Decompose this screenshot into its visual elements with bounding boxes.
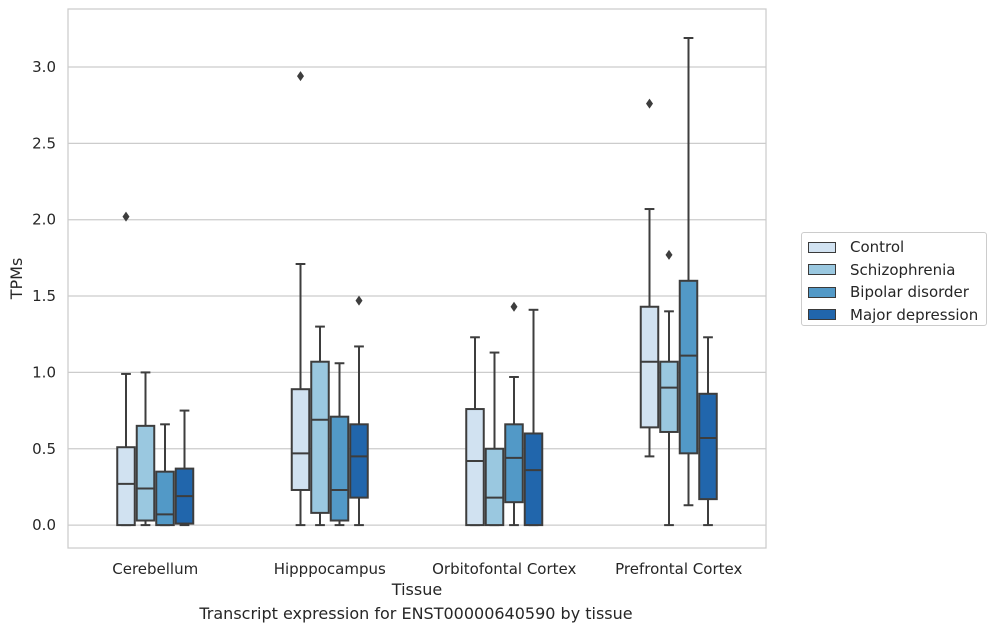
y-tick-label: 3.0 [32, 58, 56, 76]
x-tick-label: Cerebellum [112, 560, 198, 578]
box-control [465, 336, 485, 527]
box-bipolar-disorder [155, 423, 175, 527]
box-control [116, 211, 136, 527]
box-major-depression [349, 295, 369, 527]
box-bipolar-disorder [504, 301, 524, 527]
outlier-marker [510, 301, 518, 312]
legend-item: Bipolar disorder [808, 281, 986, 304]
box-bipolar-disorder [329, 362, 350, 527]
legend-swatch [808, 264, 836, 276]
box-major-depression [174, 409, 195, 527]
box-control [639, 98, 660, 458]
box-iqr [639, 305, 660, 429]
legend-label: Control [850, 238, 905, 257]
box-iqr [659, 360, 679, 433]
plot-area-frame [67, 8, 767, 549]
box-schizophrenia [310, 325, 330, 527]
box-iqr [698, 392, 718, 501]
box-iqr [310, 360, 330, 514]
box-iqr [116, 446, 136, 527]
outlier-marker [355, 295, 363, 306]
legend-item: Control [808, 236, 986, 259]
y-tick-label: 2.0 [32, 211, 56, 229]
box-iqr [155, 470, 175, 527]
y-tick-label: 0.5 [32, 440, 56, 458]
box-iqr [349, 423, 369, 499]
box-major-depression [698, 336, 718, 527]
x-tick-label: Hipppocampus [274, 560, 386, 578]
box-schizophrenia [135, 371, 156, 527]
box-major-depression [523, 308, 544, 527]
y-tick-label: 1.5 [32, 287, 56, 305]
outlier-marker [646, 98, 653, 109]
legend-label: Bipolar disorder [850, 283, 969, 302]
boxes [116, 37, 718, 527]
x-axis-label: Tissue [391, 580, 442, 599]
outlier-marker [297, 71, 304, 82]
legend-swatch [808, 309, 836, 321]
box-iqr [329, 415, 350, 522]
box-iqr [465, 408, 485, 527]
legend-item: Schizophrenia [808, 259, 986, 282]
legend-swatch [808, 241, 836, 253]
y-tick-label: 1.0 [32, 363, 56, 381]
legend: Control Schizophrenia Bipolar disorder Majo… [801, 232, 987, 326]
outlier-marker [665, 249, 673, 260]
box-iqr [290, 388, 311, 491]
legend-label: Major depression [850, 305, 979, 324]
y-tick-label: 0.0 [32, 516, 56, 534]
chart-caption: Transcript expression for ENST0000064059… [199, 604, 633, 623]
box-schizophrenia [484, 351, 505, 527]
y-axis-label: TPMs [7, 258, 26, 301]
x-tick-label: Prefrontal Cortex [615, 560, 742, 578]
outlier-marker [122, 211, 130, 222]
box-iqr [504, 423, 524, 504]
y-tick-label: 2.5 [32, 134, 56, 152]
legend-label: Schizophrenia [850, 260, 956, 279]
legend-swatch [808, 286, 836, 298]
tick-labels: 0.0 0.5 1.0 1.5 2.0 2.5 3.0 Cerebellum Hipppocam… [32, 58, 742, 578]
box-control [290, 71, 311, 527]
box-iqr [135, 424, 156, 522]
box-schizophrenia [659, 249, 679, 527]
box-iqr [678, 279, 699, 455]
box-iqr [523, 432, 544, 527]
box-iqr [484, 447, 505, 527]
gridlines [68, 66, 766, 526]
box-bipolar-disorder [678, 37, 699, 507]
x-tick-label: Orbitofontal Cortex [432, 560, 576, 578]
legend-item: Major depression [808, 304, 986, 327]
